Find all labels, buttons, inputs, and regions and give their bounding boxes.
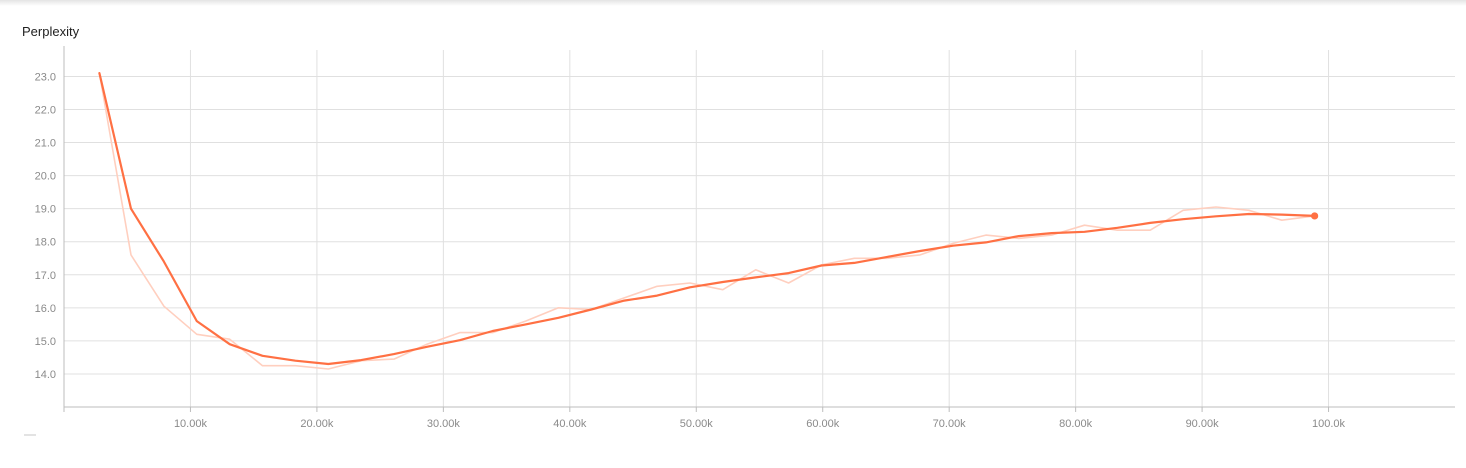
y-tick-label: 16.0: [35, 303, 56, 315]
chart-card: Perplexity 10.00k 20.00k 30.00k 40.00k 50.00…: [6, 6, 1461, 462]
chart-title: Perplexity: [22, 24, 80, 39]
y-tick-label: 17.0: [35, 270, 56, 282]
toolbar-shadow: [0, 0, 1466, 6]
last-point-marker: [1311, 212, 1319, 220]
series-layer: [98, 72, 1316, 370]
legend-toggle[interactable]: [24, 434, 36, 436]
marker-layer: [1311, 212, 1319, 220]
y-tick-label: 18.0: [35, 237, 56, 249]
x-tick-label: 80.00k: [1059, 418, 1093, 430]
y-tick-label: 20.0: [35, 171, 56, 183]
y-tick-label: 23.0: [35, 71, 56, 83]
x-tick-label: 60.00k: [806, 418, 840, 430]
x-tick-label: 30.00k: [427, 418, 461, 430]
perplexity-chart[interactable]: 10.00k 20.00k 30.00k 40.00k 50.00k 60.00k 70.0…: [6, 6, 1461, 462]
y-tick-label: 19.0: [35, 204, 56, 216]
raw-series-line: [98, 72, 1316, 370]
grid-layer: [64, 50, 1455, 407]
x-tick-label: 100.0k: [1312, 418, 1346, 430]
axis-layer: [63, 46, 1455, 412]
x-tick-label: 70.00k: [933, 418, 967, 430]
x-tick-label: 50.00k: [680, 418, 714, 430]
x-tick-label: 90.00k: [1186, 418, 1220, 430]
y-tick-label: 14.0: [35, 369, 56, 381]
y-tick-label: 21.0: [35, 138, 56, 150]
x-tick-label: 40.00k: [553, 418, 587, 430]
smoothed-series-line: [98, 72, 1316, 366]
x-tick-label: 20.00k: [300, 418, 334, 430]
x-tick-labels: 10.00k 20.00k 30.00k 40.00k 50.00k 60.00k 70.0…: [174, 418, 1346, 430]
x-tick-label: 10.00k: [174, 418, 208, 430]
y-tick-label: 15.0: [35, 336, 56, 348]
y-tick-labels: 14.0 15.0 16.0 17.0 18.0 19.0 20.0 21.0 22.0 23.0: [35, 71, 56, 381]
y-tick-label: 22.0: [35, 105, 56, 117]
